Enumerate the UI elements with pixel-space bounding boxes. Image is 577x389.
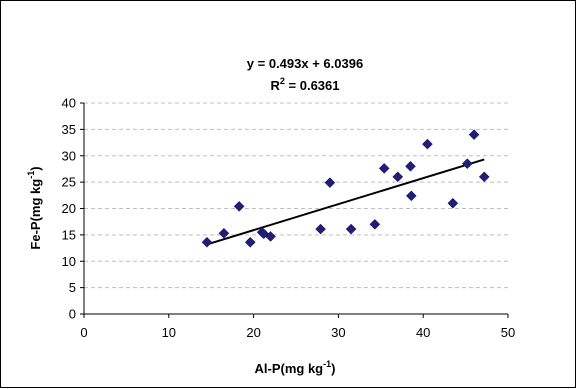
y-tick-label: 30 (62, 148, 76, 163)
x-tick-label: 30 (331, 325, 345, 340)
data-point (345, 223, 357, 235)
trendline (206, 158, 485, 246)
data-point (369, 218, 381, 230)
data-point (405, 190, 417, 202)
x-tick-label: 50 (501, 325, 515, 340)
x-axis-title: Al-P(mg kg-1) (255, 359, 336, 376)
x-tick-label: 20 (246, 325, 260, 340)
data-points (201, 129, 490, 248)
y-axis-title: Fe-P(mg kg-1) (26, 166, 43, 249)
data-point (244, 236, 256, 248)
data-point (233, 201, 245, 212)
data-point (218, 227, 230, 239)
data-point (315, 223, 326, 235)
data-point (201, 236, 213, 248)
data-point (478, 171, 490, 183)
y-axis-ticks: 0 5 10 15 20 25 30 35 40 (62, 96, 84, 322)
gridlines (84, 102, 508, 289)
y-tick-label: 5 (69, 280, 76, 295)
data-point (405, 160, 416, 172)
data-point (324, 177, 336, 189)
data-point (265, 231, 276, 242)
trendline-equation: y = 0.493x + 6.0396 (247, 56, 363, 71)
data-point (392, 171, 404, 183)
data-point (378, 163, 390, 174)
data-point (422, 138, 433, 150)
y-tick-label: 15 (62, 227, 76, 242)
y-tick-label: 20 (62, 201, 76, 216)
x-axis-ticks: 0 10 20 30 40 50 (80, 314, 515, 340)
data-point (461, 158, 473, 170)
y-tick-label: 35 (62, 122, 76, 137)
r-squared-label: R2 = 0.6361 (271, 76, 340, 93)
data-point (447, 197, 459, 209)
y-tick-label: 40 (62, 96, 76, 111)
y-tick-label: 25 (62, 175, 76, 190)
data-point (468, 129, 480, 141)
x-tick-label: 10 (162, 325, 176, 340)
y-tick-label: 10 (62, 254, 76, 269)
x-tick-label: 0 (80, 325, 87, 340)
y-tick-label: 0 (69, 307, 76, 322)
x-tick-label: 40 (416, 325, 430, 340)
